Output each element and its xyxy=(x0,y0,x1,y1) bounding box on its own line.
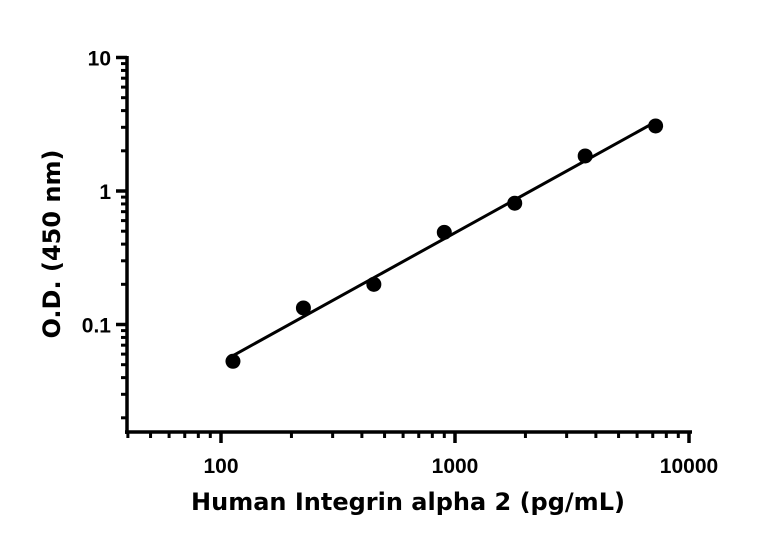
y-tick-label: 0.1 xyxy=(82,315,112,338)
data-point xyxy=(436,224,452,240)
y-tick-label: 1 xyxy=(99,181,111,204)
data-point xyxy=(225,353,241,369)
y-axis-major-ticks: 0.1 1 10 xyxy=(82,48,127,338)
data-point xyxy=(366,276,382,292)
y-axis-title: O.D. (450 nm) xyxy=(38,150,66,339)
x-axis-title: Human Integrin alpha 2 (pg/mL) xyxy=(191,488,625,516)
x-tick-label: 10000 xyxy=(660,455,718,478)
x-tick-label: 100 xyxy=(203,455,238,478)
y-tick-label: 10 xyxy=(88,48,111,71)
data-points xyxy=(225,118,664,369)
data-point xyxy=(295,300,311,316)
data-point xyxy=(577,148,593,164)
data-point xyxy=(507,195,523,211)
x-tick-label: 1000 xyxy=(432,455,479,478)
x-axis-major-ticks: 100 1000 10000 xyxy=(203,432,718,478)
data-point xyxy=(648,118,664,134)
